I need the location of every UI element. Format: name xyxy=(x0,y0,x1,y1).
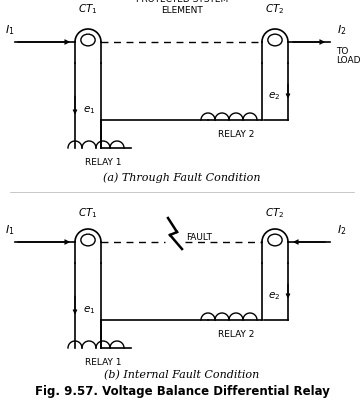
Text: $e_2$: $e_2$ xyxy=(268,90,280,102)
Text: $I_1$: $I_1$ xyxy=(5,23,15,37)
Text: (b) Internal Fault Condition: (b) Internal Fault Condition xyxy=(104,370,260,380)
Text: (a) Through Fault Condition: (a) Through Fault Condition xyxy=(103,172,261,183)
Text: $CT_1$: $CT_1$ xyxy=(78,206,98,220)
Text: $CT_2$: $CT_2$ xyxy=(265,206,285,220)
Text: RELAY 1: RELAY 1 xyxy=(85,158,121,167)
Text: TO: TO xyxy=(336,47,348,56)
Text: $e_2$: $e_2$ xyxy=(268,291,280,302)
Text: RELAY 1: RELAY 1 xyxy=(85,358,121,367)
Text: $e_1$: $e_1$ xyxy=(83,304,95,316)
Text: RELAY 2: RELAY 2 xyxy=(218,130,254,139)
Text: PROTECTED SYSTEM
ELEMENT: PROTECTED SYSTEM ELEMENT xyxy=(136,0,228,15)
Text: Fig. 9.57. Voltage Balance Differential Relay: Fig. 9.57. Voltage Balance Differential … xyxy=(35,385,329,398)
Text: $CT_1$: $CT_1$ xyxy=(78,2,98,16)
Text: $CT_2$: $CT_2$ xyxy=(265,2,285,16)
Text: LOAD: LOAD xyxy=(336,56,360,65)
Text: RELAY 2: RELAY 2 xyxy=(218,330,254,339)
Text: $I_2$: $I_2$ xyxy=(337,23,347,37)
Text: $I_1$: $I_1$ xyxy=(5,223,15,237)
Text: $e_1$: $e_1$ xyxy=(83,105,95,116)
Text: $I_2$: $I_2$ xyxy=(337,223,347,237)
Text: FAULT: FAULT xyxy=(186,234,212,243)
